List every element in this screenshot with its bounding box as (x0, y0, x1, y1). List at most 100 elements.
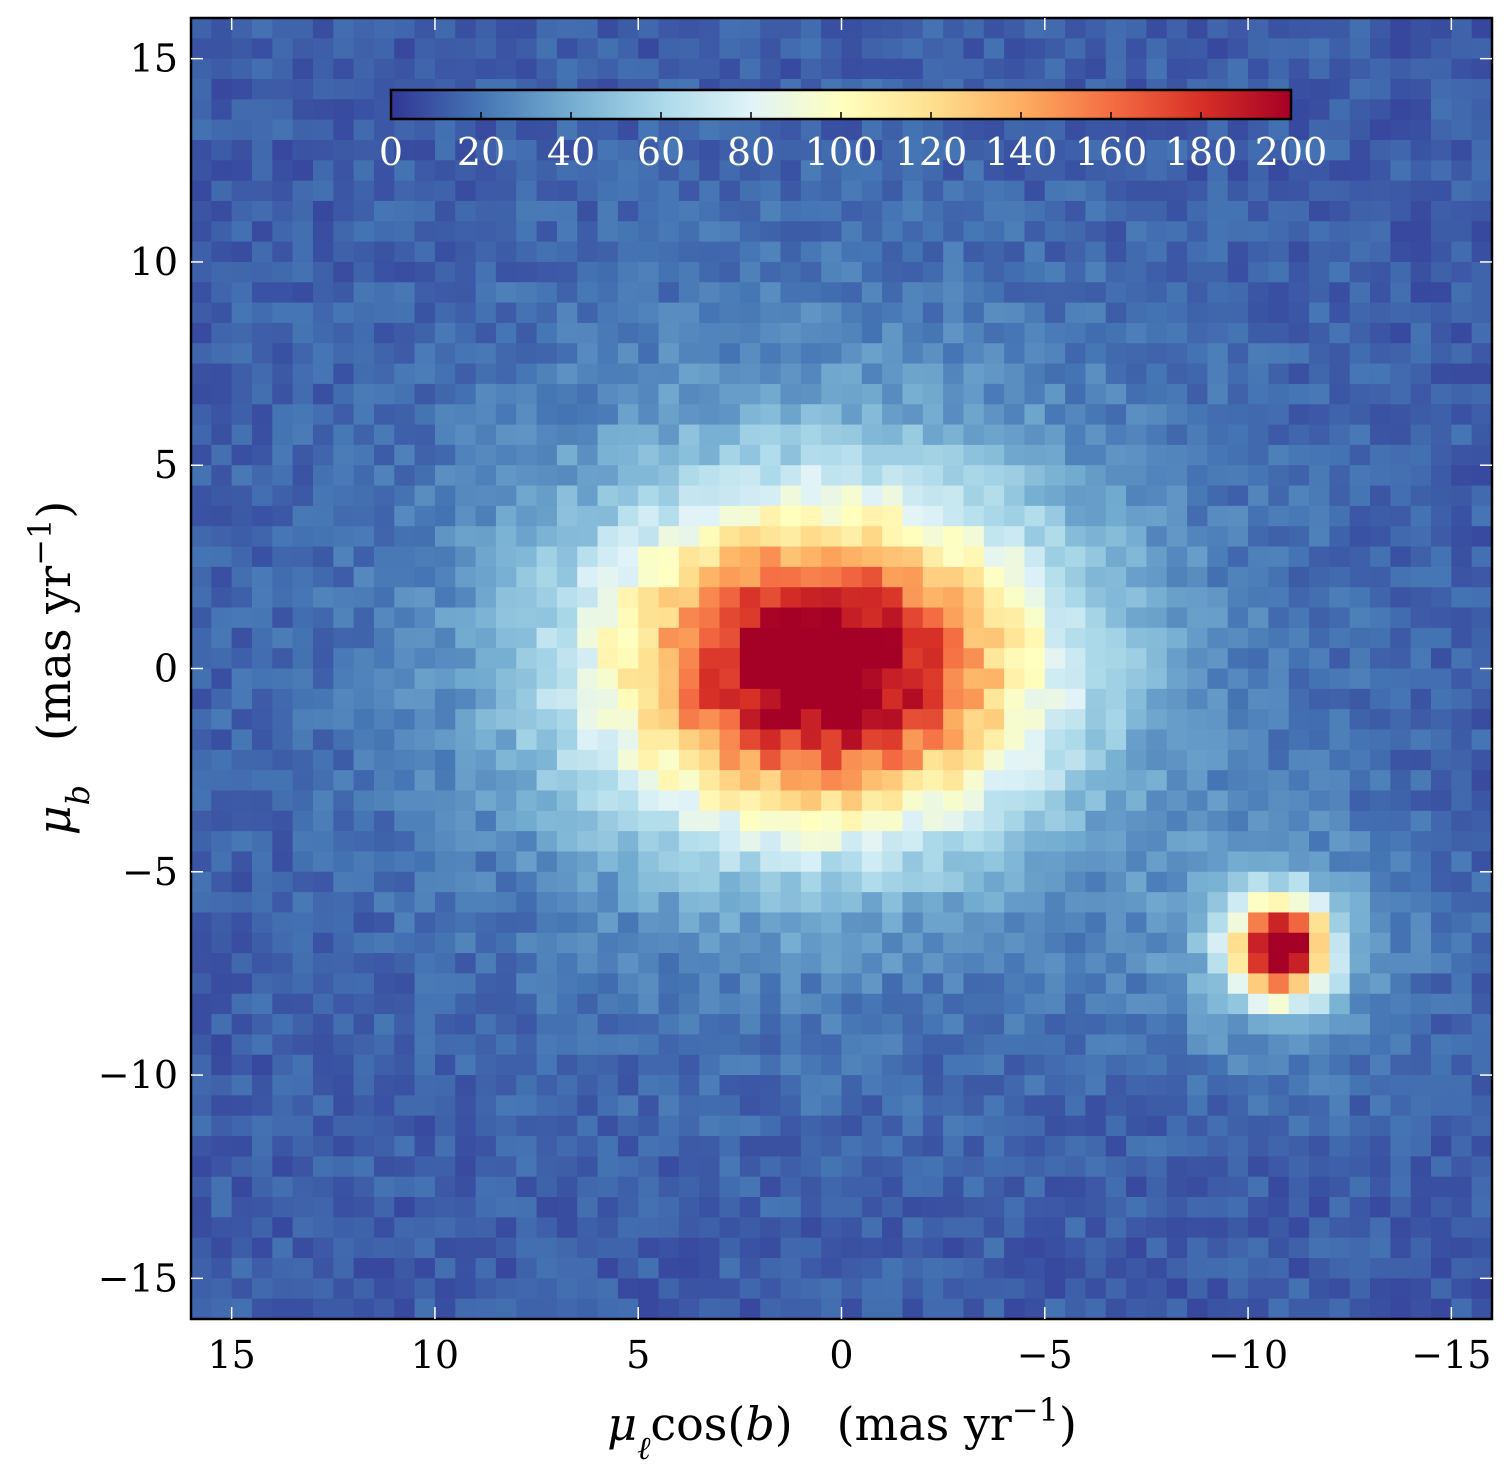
heatmap-cell (1471, 1278, 1493, 1300)
heatmap-cell (800, 1115, 822, 1137)
heatmap-cell (760, 404, 782, 426)
heatmap-cell (394, 1217, 416, 1239)
heatmap-cell (1329, 1014, 1351, 1036)
heatmap-cell (373, 282, 395, 304)
heatmap-cell (1370, 587, 1391, 609)
heatmap-cell (1044, 526, 1066, 548)
heatmap-cell (373, 160, 395, 182)
heatmap-cell (1187, 302, 1209, 324)
heatmap-cell (1146, 221, 1168, 243)
heatmap-cell (211, 261, 233, 283)
heatmap-cell (658, 139, 680, 161)
heatmap-cell (658, 404, 680, 426)
heatmap-cell (1288, 729, 1310, 751)
heatmap-cell (821, 851, 843, 873)
heatmap-cell (699, 1115, 721, 1137)
heatmap-cell (373, 78, 395, 100)
heatmap-cell (617, 1136, 639, 1157)
heatmap-cell (434, 851, 456, 873)
heatmap-cell (1166, 302, 1188, 324)
heatmap-cell (1187, 200, 1209, 222)
heatmap-cell (719, 505, 741, 527)
heatmap-cell (191, 770, 212, 792)
heatmap-cell (1146, 1197, 1168, 1218)
heatmap-cell (312, 282, 334, 304)
heatmap-cell (1410, 1075, 1432, 1096)
heatmap-cell (577, 343, 599, 365)
heatmap-cell (353, 973, 375, 995)
heatmap-cell (312, 648, 334, 670)
heatmap-cell (638, 810, 660, 832)
heatmap-cell (292, 851, 314, 873)
heatmap-cell (577, 1115, 599, 1137)
heatmap-cell (943, 1237, 965, 1259)
heatmap-cell (739, 343, 761, 365)
heatmap-cell (1187, 810, 1209, 832)
heatmap-cell (556, 790, 578, 812)
heatmap-cell (922, 932, 944, 954)
heatmap-cell (251, 932, 273, 954)
heatmap-cell (1309, 709, 1330, 731)
heatmap-cell (1024, 1197, 1046, 1218)
heatmap-cell (1471, 465, 1493, 487)
heatmap-cell (556, 648, 578, 670)
heatmap-cell (1227, 282, 1249, 304)
heatmap-cell (495, 1075, 517, 1096)
heatmap-cell (373, 587, 395, 609)
heatmap-cell (577, 871, 599, 893)
heatmap-cell (455, 566, 477, 588)
heatmap-cell (475, 465, 497, 487)
heatmap-cell (516, 1217, 538, 1239)
heatmap-cell (780, 485, 802, 507)
heatmap-cell (1166, 709, 1188, 731)
heatmap-cell (333, 160, 355, 182)
heatmap-cell (678, 526, 700, 548)
heatmap-cell (475, 38, 497, 60)
heatmap-cell (1268, 810, 1290, 832)
heatmap-cell (658, 587, 680, 609)
heatmap-cell (1431, 587, 1452, 609)
heatmap-cell (638, 1115, 660, 1137)
heatmap-cell (1410, 1298, 1432, 1320)
heatmap-cell (963, 363, 985, 385)
heatmap-cell (333, 1176, 355, 1198)
heatmap-cell (658, 770, 680, 792)
heatmap-cell (1451, 261, 1473, 283)
heatmap-cell (251, 851, 273, 873)
heatmap-cell (739, 383, 761, 405)
heatmap-cell (1065, 790, 1087, 812)
heatmap-cell (577, 831, 599, 853)
heatmap-cell (1309, 587, 1330, 609)
heatmap-cell (841, 810, 863, 832)
heatmap-cell (1268, 1278, 1290, 1300)
heatmap-cell (1370, 505, 1391, 527)
heatmap-cell (922, 607, 944, 629)
heatmap-cell (1431, 709, 1452, 731)
heatmap-cell (841, 607, 863, 629)
heatmap-cell (882, 892, 904, 914)
heatmap-cell (760, 1156, 782, 1178)
heatmap-cell (1105, 912, 1127, 934)
heatmap-cell (272, 119, 294, 141)
heatmap-cell (1207, 1156, 1229, 1178)
heatmap-cell (1471, 78, 1493, 100)
heatmap-cell (1044, 648, 1066, 670)
heatmap-cell (1349, 1054, 1371, 1076)
heatmap-cell (963, 261, 985, 283)
heatmap-cell (1105, 790, 1127, 812)
heatmap-cell (516, 58, 538, 80)
heatmap-cell (1207, 871, 1229, 893)
heatmap-cell (1451, 627, 1473, 649)
heatmap-cell (1065, 1054, 1087, 1076)
heatmap-cell (333, 302, 355, 324)
heatmap-cell (373, 932, 395, 954)
heatmap-cell (272, 627, 294, 649)
heatmap-cell (475, 1034, 497, 1056)
heatmap-cell (638, 648, 660, 670)
heatmap-cell (1004, 261, 1026, 283)
heatmap-cell (1268, 58, 1290, 80)
heatmap-cell (1166, 729, 1188, 751)
heatmap-cell (699, 119, 721, 141)
heatmap-cell (394, 668, 416, 690)
heatmap-cell (1065, 160, 1087, 182)
